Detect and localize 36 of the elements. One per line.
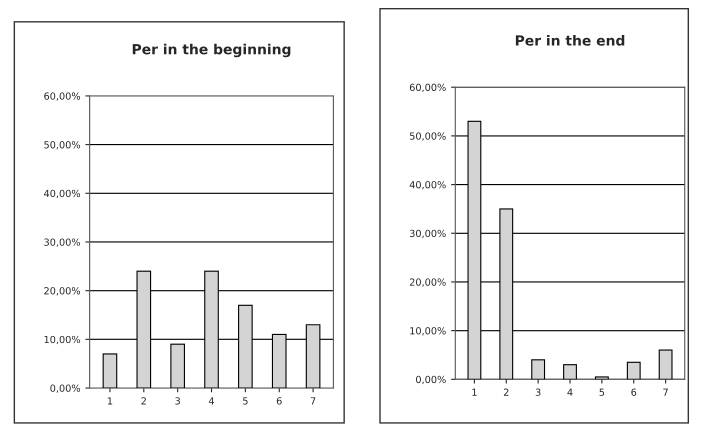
y-tick-label: 60,00% bbox=[410, 84, 446, 92]
x-tick-label: 4 bbox=[567, 388, 573, 396]
y-tick-label: 20,00% bbox=[44, 287, 80, 296]
y-tick-label: 50,00% bbox=[44, 141, 80, 150]
x-tick-label: 1 bbox=[472, 388, 477, 396]
y-tick-label: 30,00% bbox=[44, 238, 80, 247]
chart-title: Per in the end bbox=[516, 34, 624, 46]
y-tick-label: 20,00% bbox=[410, 278, 446, 287]
x-tick-label: 4 bbox=[208, 397, 214, 404]
y-tick-label: 0,00% bbox=[416, 376, 446, 384]
bar bbox=[531, 359, 546, 380]
x-tick-label: 2 bbox=[504, 388, 508, 396]
bar bbox=[170, 344, 185, 388]
y-tick-label: 40,00% bbox=[44, 190, 80, 198]
x-tick-label: 3 bbox=[536, 388, 540, 396]
y-tick-label: 40,00% bbox=[410, 181, 446, 190]
y-tick-label: 0,00% bbox=[50, 384, 80, 393]
y-tick-label: 60,00% bbox=[44, 92, 80, 101]
x-tick-label: 6 bbox=[631, 388, 636, 396]
y-tick-label: 30,00% bbox=[410, 230, 446, 238]
y-tick-label: 50,00% bbox=[410, 132, 446, 141]
x-tick-label: 7 bbox=[310, 397, 316, 404]
x-tick-label: 5 bbox=[243, 397, 248, 405]
x-tick-label: 7 bbox=[663, 388, 668, 396]
bar bbox=[658, 350, 673, 380]
x-tick-label: 3 bbox=[175, 397, 180, 405]
x-tick-label: 1 bbox=[108, 397, 112, 404]
x-tick-label: 2 bbox=[141, 397, 146, 404]
x-tick-label: 6 bbox=[276, 397, 282, 405]
bar bbox=[102, 353, 118, 388]
bar bbox=[563, 364, 577, 380]
y-tick-label: 10,00% bbox=[410, 327, 446, 336]
x-tick-label: 5 bbox=[600, 388, 604, 396]
bar bbox=[626, 362, 641, 380]
y-tick-label: 10,00% bbox=[44, 336, 80, 344]
chart-title: Per in the beginning bbox=[132, 44, 290, 58]
